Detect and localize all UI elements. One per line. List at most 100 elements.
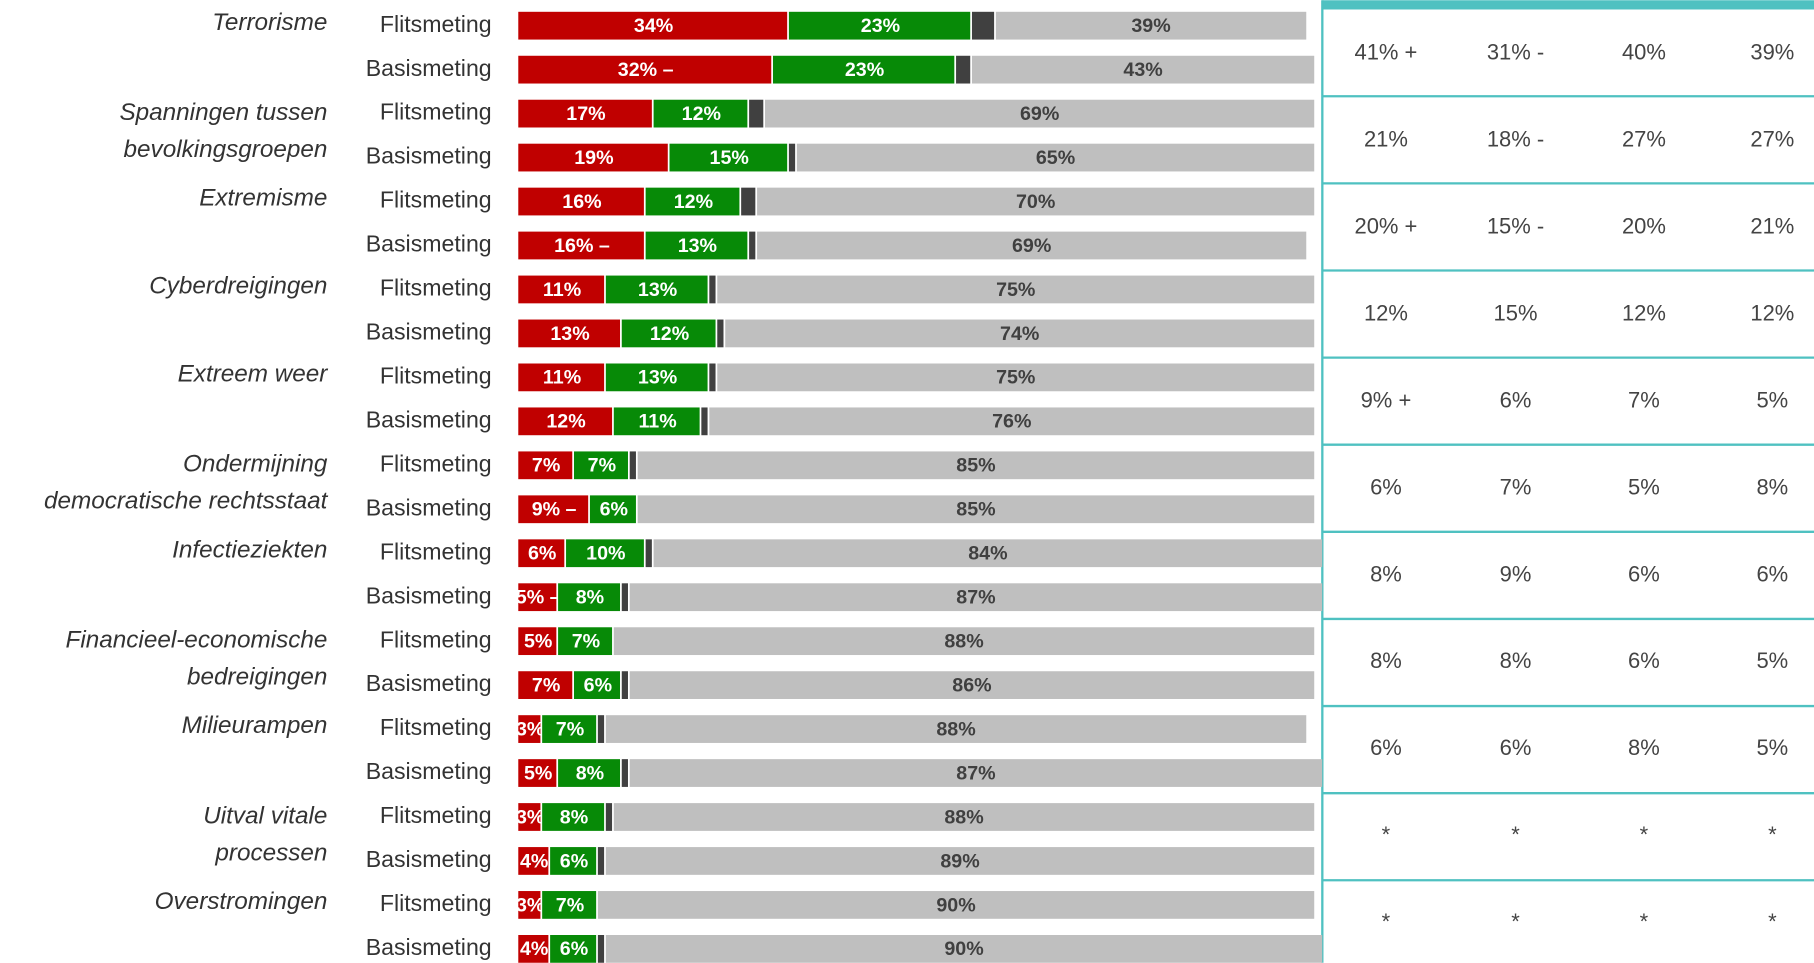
bar-segment [709, 407, 1315, 436]
value-label: 85% [956, 455, 995, 477]
table-cell: 7% [1628, 387, 1660, 412]
bar-segment [518, 847, 549, 875]
bar-segment [629, 759, 1323, 787]
bar-segment [653, 99, 748, 128]
bar-segment [518, 143, 668, 172]
bar-segment [772, 55, 955, 84]
value-label: 86% [952, 674, 991, 696]
value-label: 69% [1012, 235, 1051, 257]
table-cell: 5% [1756, 648, 1788, 673]
value-label: 88% [944, 630, 983, 652]
table-cell: 8% [1628, 735, 1660, 760]
bar-segment [613, 407, 700, 436]
bar-segment [788, 11, 971, 40]
measurement-label: Basismeting [366, 406, 492, 432]
bar-segment [605, 935, 1323, 963]
bar-segment [796, 143, 1315, 172]
value-label: 74% [1000, 323, 1039, 345]
bar-segment [971, 11, 995, 40]
bar-segment [589, 495, 636, 524]
category-label: Infectieziekten [172, 536, 327, 563]
value-label: 5% [524, 762, 552, 784]
bar-segment [788, 143, 796, 172]
value-label: 90% [944, 938, 983, 960]
value-label: 7% [572, 630, 600, 652]
bar-segment [629, 583, 1323, 612]
table-cell: 12% [1750, 300, 1794, 325]
value-label: 75% [996, 279, 1035, 301]
value-label: 3% [516, 718, 544, 740]
value-label: 17% [566, 103, 605, 125]
measurement-label: Basismeting [366, 143, 492, 169]
bar-segment [645, 539, 652, 568]
measurement-label: Flitsmeting [380, 626, 492, 652]
value-label: 4% [520, 938, 548, 960]
bar-segment [717, 363, 1315, 392]
value-label: 15% [710, 147, 749, 169]
bar-segment [621, 583, 628, 612]
category-label: Terrorisme [212, 9, 327, 36]
table-cell: 7% [1500, 474, 1532, 499]
bar-segment [518, 715, 541, 743]
bar-segment [765, 99, 1315, 128]
bar-segment [518, 891, 541, 919]
bar-segment [621, 759, 628, 787]
bar-segment [574, 671, 621, 699]
bar-segment [518, 671, 573, 699]
category-label: Uitval vitale [203, 802, 327, 829]
bar-segment [550, 935, 597, 963]
value-label: 12% [682, 103, 721, 125]
bar-segment [605, 803, 613, 831]
value-label: 6% [584, 674, 612, 696]
value-label: 9% – [532, 499, 577, 521]
table-cell: * [1768, 909, 1777, 934]
bar-segment [518, 451, 573, 480]
value-label: 3% [516, 806, 544, 828]
bar-segment [725, 319, 1315, 348]
bar-segment [709, 363, 716, 392]
bar-segment [956, 55, 971, 84]
bar-segment [550, 847, 597, 875]
table-cell: 6% [1500, 387, 1532, 412]
table-header-band [1322, 0, 1814, 10]
value-label: 84% [968, 543, 1007, 565]
value-label: 11% [543, 279, 581, 301]
measurement-label: Flitsmeting [380, 187, 492, 213]
bar-segment [605, 363, 708, 392]
bar-segment [749, 231, 756, 260]
category-label: democratische rechtsstaat [44, 488, 329, 515]
bar-segment [645, 231, 748, 260]
bar-segment [558, 627, 613, 656]
value-label: 16% – [554, 235, 610, 257]
table-cell: 6% [1628, 648, 1660, 673]
bar-segment [613, 627, 1315, 656]
bar-segment [558, 759, 621, 787]
value-label: 75% [996, 367, 1035, 389]
measurement-label: Flitsmeting [380, 890, 492, 916]
bar-segment [518, 11, 788, 40]
table-cell: 40% [1622, 39, 1666, 64]
measurement-label: Basismeting [366, 494, 492, 520]
bar-segment [605, 847, 1315, 875]
value-label: 23% [861, 15, 900, 37]
category-label: processen [214, 839, 327, 866]
table-cell: 9% + [1361, 387, 1412, 412]
table-cell: 27% [1622, 126, 1666, 151]
value-label: 6% [560, 938, 588, 960]
table-cell: 12% [1622, 300, 1666, 325]
bar-segment [574, 451, 628, 480]
table-cell: 5% [1756, 735, 1788, 760]
table-cell: 21% [1750, 213, 1794, 238]
value-label: 13% [678, 235, 717, 257]
bar-segment [597, 715, 605, 743]
table-cell: 21% [1364, 126, 1408, 151]
table-cell: * [1382, 909, 1391, 934]
table-cell: * [1511, 909, 1520, 934]
bar-segment [518, 275, 605, 304]
value-label: 19% [574, 147, 613, 169]
bar-segment [629, 671, 1315, 699]
measurement-label: Flitsmeting [380, 362, 492, 388]
table-cell: 5% [1756, 387, 1788, 412]
category-label: Overstromingen [155, 888, 328, 915]
bar-segment [717, 275, 1315, 304]
